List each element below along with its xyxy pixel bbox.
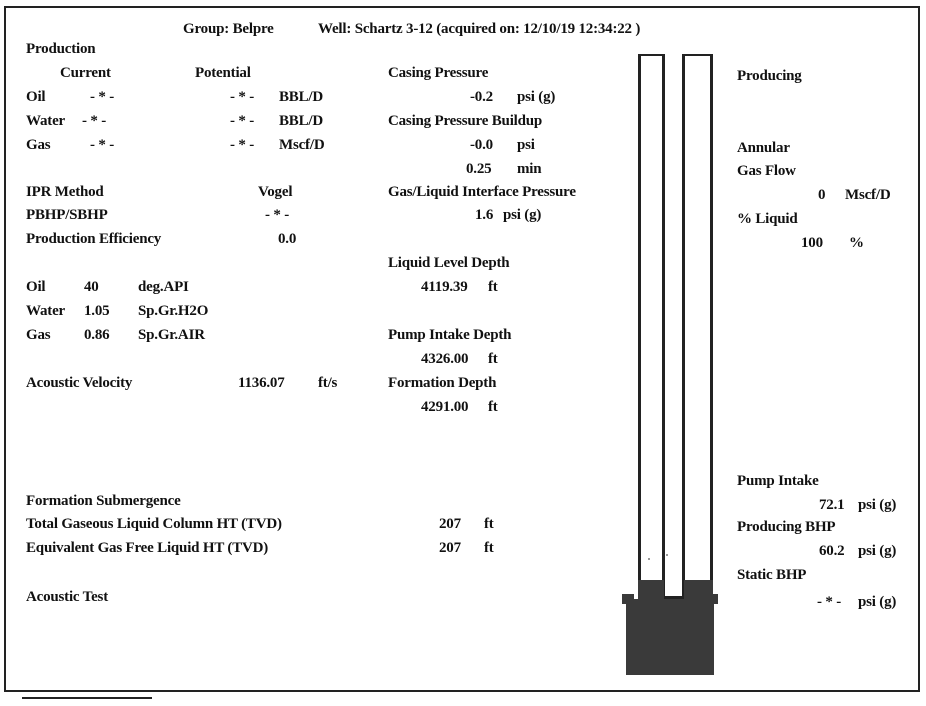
col-potential: Potential [195, 65, 251, 81]
formation-depth-unit: ft [488, 399, 498, 415]
pbhp-value: - * - [265, 207, 289, 223]
gas-flow-label: Gas Flow [737, 163, 796, 179]
fluid-water-value: 1.05 [84, 303, 110, 319]
formation-liquid-block [626, 599, 714, 675]
prod-gas-potential: - * - [230, 137, 254, 153]
annular-liquid-right [684, 580, 713, 602]
production-efficiency-value: 0.0 [278, 231, 297, 247]
fluid-gas-unit: Sp.Gr.AIR [138, 327, 205, 343]
casing-left-wall [638, 54, 641, 590]
prod-oil-current: - * - [90, 89, 114, 105]
production-title: Production [26, 41, 96, 57]
pump-intake-value: 72.1 [819, 497, 845, 513]
formation-depth-value: 4291.00 [421, 399, 469, 415]
prod-gas-unit: Mscf/D [279, 137, 325, 153]
formation-liquid-shoulder [622, 594, 634, 604]
footer-rule [22, 697, 152, 699]
pbhp-label: PBHP/SBHP [26, 207, 108, 223]
prod-gas-label: Gas [26, 137, 51, 153]
pct-liquid-label: % Liquid [737, 211, 798, 227]
pump-intake-depth-value: 4326.00 [421, 351, 469, 367]
casing-buildup-label: Casing Pressure Buildup [388, 113, 543, 129]
formation-depth-label: Formation Depth [388, 375, 497, 391]
egfl-label: Equivalent Gas Free Liquid HT (TVD) [26, 540, 269, 556]
acoustic-test-label: Acoustic Test [26, 589, 108, 605]
egfl-unit: ft [484, 540, 494, 556]
prod-water-current: - * - [82, 113, 106, 129]
liquid-level-value: 4119.39 [421, 279, 468, 295]
status-producing: Producing [737, 68, 802, 84]
liquid-level-unit: ft [488, 279, 498, 295]
gas-flow-unit: Mscf/D [845, 187, 891, 203]
casing-top-cap-right [682, 54, 713, 56]
wellbore-diagram [620, 50, 720, 680]
tglc-label: Total Gaseous Liquid Column HT (TVD) [26, 516, 282, 532]
col-current: Current [60, 65, 111, 81]
pump-intake-label: Pump Intake [737, 473, 819, 489]
production-efficiency-label: Production Efficiency [26, 231, 162, 247]
casing-right-wall [710, 54, 713, 590]
fluid-oil-value: 40 [84, 279, 99, 295]
prod-water-label: Water [26, 113, 65, 129]
report-frame [4, 6, 920, 692]
annular-liquid-left [638, 580, 664, 602]
pump-intake-unit: psi (g) [858, 497, 897, 513]
casing-pressure-label: Casing Pressure [388, 65, 489, 81]
casing-buildup-time: 0.25 [466, 161, 492, 177]
egfl-value: 207 [439, 540, 461, 556]
fluid-gas-label: Gas [26, 327, 51, 343]
formation-liquid-shoulder-right [708, 594, 718, 604]
pump-intake-depth-unit: ft [488, 351, 498, 367]
formation-submergence-title: Formation Submergence [26, 493, 181, 509]
well-title: Well: Schartz 3-12 (acquired on: 12/10/1… [318, 21, 641, 37]
gas-flow-value: 0 [818, 187, 826, 203]
acoustic-velocity-unit: ft/s [318, 375, 338, 391]
casing-top-cap [638, 54, 665, 56]
ipr-method-label: IPR Method [26, 184, 104, 200]
producing-bhp-value: 60.2 [819, 543, 845, 559]
pct-liquid-value: 100 [801, 235, 823, 251]
tglc-unit: ft [484, 516, 494, 532]
tglc-value: 207 [439, 516, 461, 532]
interface-pressure-unit: psi (g) [503, 207, 542, 223]
fluid-water-unit: Sp.Gr.H2O [138, 303, 209, 319]
prod-gas-current: - * - [90, 137, 114, 153]
casing-pressure-unit: psi (g) [517, 89, 556, 105]
acoustic-velocity-label: Acoustic Velocity [26, 375, 133, 391]
casing-buildup-time-unit: min [517, 161, 542, 177]
pump-intake-depth-label: Pump Intake Depth [388, 327, 512, 343]
speck [666, 554, 668, 556]
fluid-oil-unit: deg.API [138, 279, 189, 295]
casing-buildup-unit: psi [517, 137, 535, 153]
group-label: Group: Belpre [183, 21, 274, 37]
static-bhp-value: - * - [817, 594, 841, 610]
prod-oil-label: Oil [26, 89, 46, 105]
interface-pressure-value: 1.6 [475, 207, 494, 223]
tubing-right-wall [682, 54, 685, 600]
casing-buildup-value: -0.0 [470, 137, 493, 153]
static-bhp-label: Static BHP [737, 567, 807, 583]
speck [648, 558, 650, 560]
prod-water-unit: BBL/D [279, 113, 324, 129]
liquid-level-label: Liquid Level Depth [388, 255, 510, 271]
ipr-method-value: Vogel [258, 184, 293, 200]
prod-oil-unit: BBL/D [279, 89, 324, 105]
static-bhp-unit: psi (g) [858, 594, 897, 610]
acoustic-velocity-value: 1136.07 [238, 375, 285, 391]
annular-label: Annular [737, 140, 790, 156]
fluid-gas-value: 0.86 [84, 327, 110, 343]
prod-oil-potential: - * - [230, 89, 254, 105]
interface-pressure-label: Gas/Liquid Interface Pressure [388, 184, 576, 200]
tubing-bottom [662, 596, 685, 599]
fluid-oil-label: Oil [26, 279, 46, 295]
prod-water-potential: - * - [230, 113, 254, 129]
tubing-left-wall [662, 54, 665, 600]
fluid-water-label: Water [26, 303, 65, 319]
producing-bhp-label: Producing BHP [737, 519, 836, 535]
casing-pressure-value: -0.2 [470, 89, 493, 105]
producing-bhp-unit: psi (g) [858, 543, 897, 559]
pct-liquid-unit: % [849, 235, 864, 251]
